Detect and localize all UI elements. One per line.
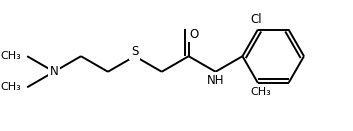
- Text: CH₃: CH₃: [1, 82, 22, 92]
- Text: N: N: [50, 65, 59, 78]
- Text: Cl: Cl: [250, 13, 262, 26]
- Text: S: S: [131, 45, 138, 58]
- Text: CH₃: CH₃: [1, 51, 22, 61]
- Text: NH: NH: [207, 74, 224, 87]
- Text: CH₃: CH₃: [250, 88, 271, 97]
- Text: O: O: [190, 28, 199, 41]
